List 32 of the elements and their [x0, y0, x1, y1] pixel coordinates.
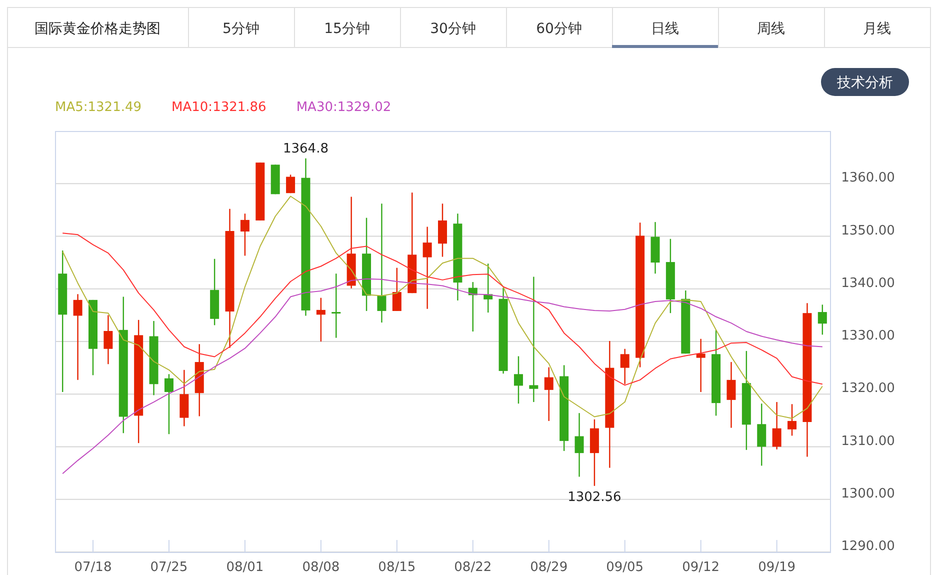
x-tick-label: 08/22 [454, 560, 492, 575]
x-tick-label: 07/25 [150, 560, 188, 575]
text: 周线 [757, 21, 785, 37]
text: 技术分析 [836, 75, 893, 91]
text: MA10:1321.86 [172, 100, 266, 115]
y-tick-label: 1300.00 [841, 486, 895, 502]
y-tick-label: 1320.00 [841, 381, 895, 396]
annotation: 1364.8 [282, 141, 328, 156]
annotation: 1302.56 [568, 490, 622, 505]
text: 日线 [651, 21, 679, 37]
x-tick-label: 08/08 [302, 560, 340, 575]
text: 15分钟 [324, 21, 370, 37]
x-tick-label: 07/18 [74, 560, 112, 575]
y-tick-label: 1310.00 [841, 434, 895, 449]
text: MA30:1329.02 [296, 100, 392, 115]
text: MA5:1321.49 [55, 100, 142, 115]
x-tick-label: 08/29 [530, 560, 568, 575]
text: 5分钟 [222, 21, 260, 37]
y-tick-label: 1340.00 [841, 276, 895, 291]
x-tick-label: 09/05 [606, 560, 644, 575]
y-tick-label: 1330.00 [841, 328, 895, 344]
x-tick-label: 09/12 [682, 560, 720, 575]
y-tick-label: 1290.00 [841, 539, 895, 554]
text: 月线 [863, 21, 891, 37]
y-tick-label: 1360.00 [841, 170, 895, 186]
x-tick-label: 08/01 [226, 560, 264, 575]
y-tick-label: 1350.00 [841, 223, 895, 238]
text: 30分钟 [430, 21, 476, 37]
x-tick-label: 08/15 [378, 560, 416, 575]
text: 60分钟 [536, 21, 582, 37]
chart-title: 国际黄金价格走势图 [34, 21, 160, 37]
x-tick-label: 09/19 [758, 560, 796, 575]
